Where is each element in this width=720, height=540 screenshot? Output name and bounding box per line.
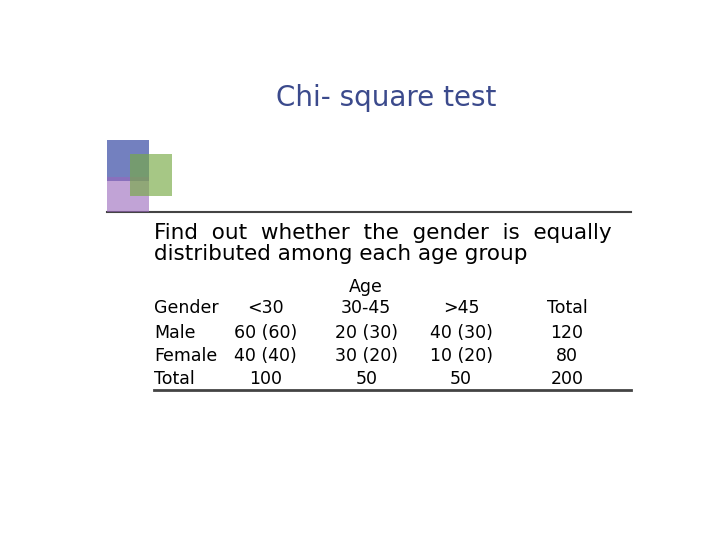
Text: Female: Female <box>154 347 217 365</box>
Text: 50: 50 <box>355 370 377 388</box>
Text: 100: 100 <box>249 370 282 388</box>
Text: 30-45: 30-45 <box>341 299 392 317</box>
Bar <box>107 177 148 212</box>
Text: Age: Age <box>349 278 383 296</box>
Text: distributed among each age group: distributed among each age group <box>154 244 528 264</box>
Text: >45: >45 <box>443 299 480 317</box>
Text: Total: Total <box>154 370 195 388</box>
Bar <box>107 140 148 181</box>
Text: Gender: Gender <box>154 299 219 317</box>
Text: 30 (20): 30 (20) <box>335 347 397 365</box>
Text: Male: Male <box>154 324 196 342</box>
Text: 20 (30): 20 (30) <box>335 324 397 342</box>
Text: 40 (30): 40 (30) <box>430 324 492 342</box>
Text: 120: 120 <box>551 324 584 342</box>
Text: 40 (40): 40 (40) <box>235 347 297 365</box>
Text: Total: Total <box>546 299 588 317</box>
Text: 50: 50 <box>450 370 472 388</box>
Text: Find  out  whether  the  gender  is  equally: Find out whether the gender is equally <box>154 223 612 243</box>
Bar <box>130 154 172 196</box>
Text: 80: 80 <box>556 347 578 365</box>
Text: Chi- square test: Chi- square test <box>276 84 496 112</box>
Text: <30: <30 <box>248 299 284 317</box>
Text: 10 (20): 10 (20) <box>430 347 492 365</box>
Text: 200: 200 <box>551 370 584 388</box>
Text: 60 (60): 60 (60) <box>234 324 297 342</box>
